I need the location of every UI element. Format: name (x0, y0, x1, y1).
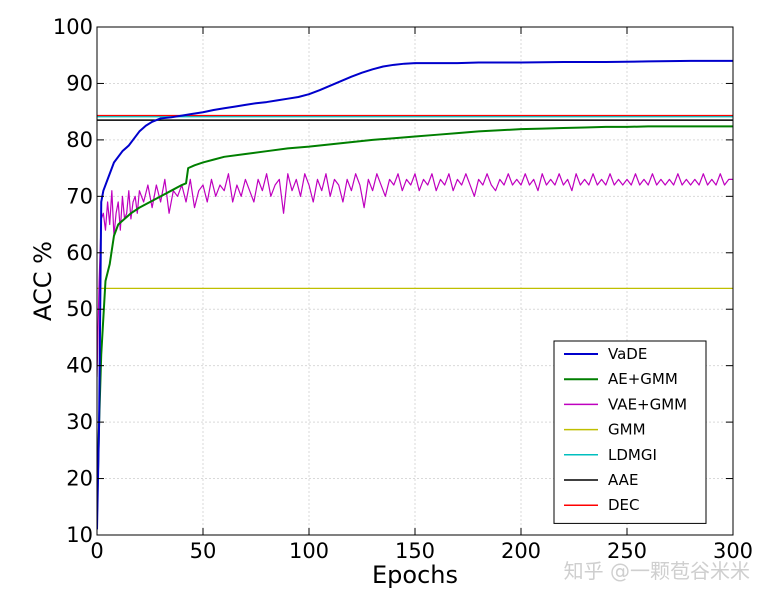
series-line-ae-gmm (97, 125, 733, 513)
y-tick-label: 50 (66, 297, 93, 321)
y-tick-label: 80 (66, 128, 93, 152)
y-tick-label: 40 (66, 354, 93, 378)
legend-label-vade: VaDE (608, 345, 647, 363)
x-tick-label: 250 (607, 539, 647, 563)
y-tick-label: 30 (66, 410, 93, 434)
y-tick-label: 20 (66, 467, 93, 491)
x-tick-label: 0 (90, 539, 103, 563)
legend-label-aae: AAE (608, 471, 638, 489)
legend: VaDE AE+GMM VAE+GMM GMM LDMGI AAE DEC (553, 340, 707, 524)
y-tick-label: 100 (53, 15, 93, 39)
series-line-vae-gmm (97, 173, 733, 377)
legend-box (553, 340, 707, 524)
y-tick-label: 70 (66, 184, 93, 208)
x-axis-title: Epochs (372, 561, 458, 589)
series-group (97, 59, 733, 530)
y-tick-label: 90 (66, 71, 93, 95)
legend-label-gmm: GMM (608, 421, 646, 439)
x-tick-label: 100 (289, 539, 329, 563)
legend-label-ae-gmm: AE+GMM (608, 370, 678, 388)
y-tick-label: 60 (66, 241, 93, 265)
legend-label-vae-gmm: VAE+GMM (608, 395, 687, 413)
x-tick-label: 50 (190, 539, 217, 563)
axis-ticks: 0 50 100 150 200 250 300 10 20 30 40 50 60 70 80 90 100 (53, 15, 753, 563)
x-tick-label: 300 (713, 539, 753, 563)
x-tick-label: 150 (395, 539, 435, 563)
series-line-vade (97, 59, 733, 530)
y-axis-title: ACC % (29, 241, 57, 321)
legend-label-dec: DEC (608, 496, 640, 514)
x-tick-label: 200 (501, 539, 541, 563)
watermark-text: 知乎 @一颗苞谷米米 (564, 559, 750, 583)
legend-label-ldmgi: LDMGI (608, 446, 657, 464)
y-tick-label: 10 (66, 523, 93, 547)
